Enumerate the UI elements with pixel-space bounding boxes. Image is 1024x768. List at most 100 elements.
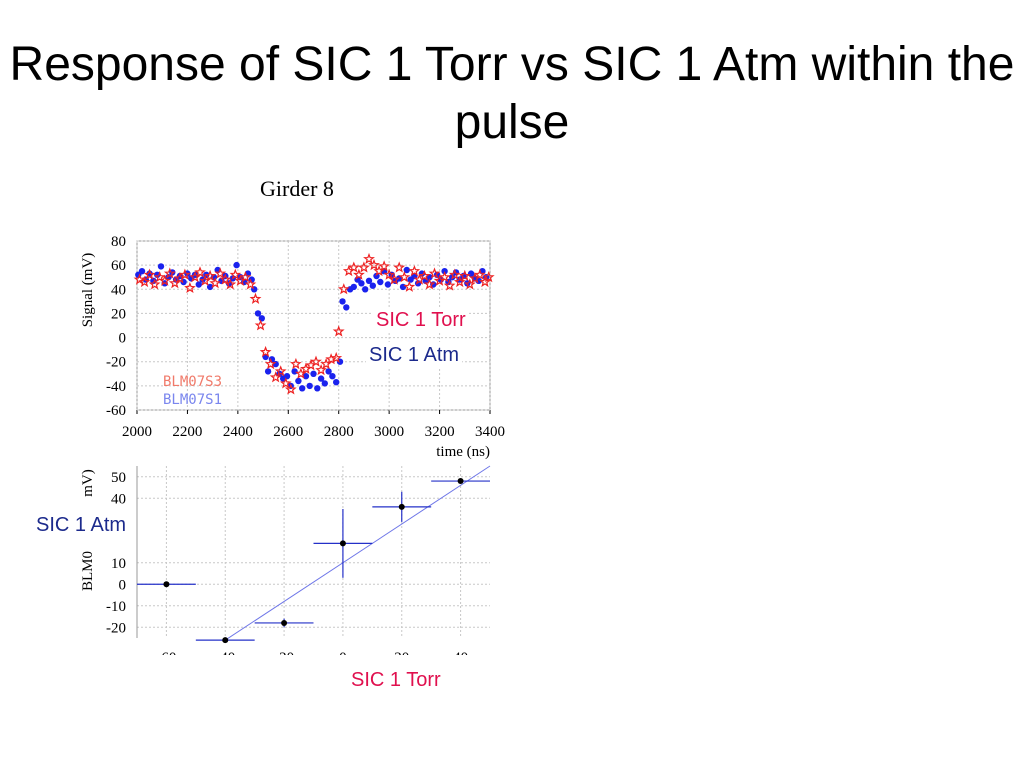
chart2-ytick-label-0: -20 xyxy=(106,620,126,636)
chart1-xtick-label-0: 2000 xyxy=(122,424,152,440)
chart1-ytick-label-5: 40 xyxy=(111,282,126,298)
chart1-point-BLM07S3-53 xyxy=(398,270,411,283)
chart1-point-BLM07S3-9 xyxy=(178,268,191,280)
chart1-point-BLM07S3-47 xyxy=(368,258,380,271)
chart1-xtick-label-3: 2600 xyxy=(273,424,303,440)
chart2-plot-area xyxy=(137,466,490,638)
chart2-marks xyxy=(137,478,490,644)
chart1-point-BLM07S3-41 xyxy=(337,283,350,295)
chart1-point-BLM07S3-59 xyxy=(428,267,441,279)
chart1-point-BLM07S1-35 xyxy=(264,368,272,375)
chart1-point-BLM07S3-1 xyxy=(138,275,151,288)
chart1-point-BLM07S1-47 xyxy=(310,370,317,377)
chart1-legend-blm07s3: BLM07S3 xyxy=(163,374,222,390)
chart1-marks xyxy=(133,252,495,395)
label-sic-1-torr-bottom: SIC 1 Torr xyxy=(348,667,444,693)
chart2-point-3 xyxy=(339,540,346,547)
chart-subtitle: Girder 8 xyxy=(260,176,334,201)
chart1-point-BLM07S3-52 xyxy=(393,261,406,273)
chart1-point-BLM07S3-35 xyxy=(310,355,322,367)
chart1-point-BLM07S1-45 xyxy=(302,373,310,380)
chart1-point-BLM07S3-23 xyxy=(249,292,262,305)
chart1-point-BLM07S3-69 xyxy=(479,275,491,288)
chart1-point-BLM07S1-46 xyxy=(306,382,313,390)
chart1-ytick-label-3: 0 xyxy=(119,331,127,347)
chart1-ytick-label-0: -60 xyxy=(106,403,126,419)
chart1-point-BLM07S3-44 xyxy=(352,268,365,280)
chart1-point-BLM07S3-28 xyxy=(274,365,287,377)
chart1-point-BLM07S1-33 xyxy=(258,315,265,322)
chart1-point-BLM07S1-72 xyxy=(403,266,410,274)
chart1-point-BLM07S3-31 xyxy=(290,357,302,370)
chart1-point-BLM07S1-75 xyxy=(414,280,422,287)
chart1-point-BLM07S3-14 xyxy=(204,269,217,281)
chart1-xlabel: time (ns) xyxy=(436,444,490,460)
chart1-point-BLM07S3-54 xyxy=(403,280,416,292)
chart1-point-BLM07S3-62 xyxy=(443,279,456,291)
chart1-xtick-label-1: 2200 xyxy=(172,424,202,440)
chart1-point-BLM07S3-0 xyxy=(133,273,146,285)
chart1-point-BLM07S1-51 xyxy=(325,368,332,375)
chart1-point-BLM07S3-5 xyxy=(158,274,171,286)
chart1-point-BLM07S3-65 xyxy=(458,269,471,281)
chart2-point-4 xyxy=(398,503,405,510)
chart1-point-BLM07S3-27 xyxy=(269,371,282,383)
chart1-point-BLM07S3-22 xyxy=(244,278,257,290)
chart2-ytick-label-5: 50 xyxy=(111,470,126,486)
chart1-xtick-label-7: 3400 xyxy=(475,424,505,440)
chart1-point-BLM07S1-89 xyxy=(467,270,475,277)
chart1-point-BLM07S1-53 xyxy=(333,379,340,386)
chart2-point-0 xyxy=(163,581,170,588)
chart1-point-BLM07S3-43 xyxy=(348,261,360,273)
chart1-point-BLM07S1-63 xyxy=(369,282,376,289)
chart1-point-BLM07S3-46 xyxy=(363,252,375,265)
chart2-fit-line xyxy=(224,465,491,641)
chart1-point-BLM07S3-15 xyxy=(209,277,221,289)
chart1-point-BLM07S3-45 xyxy=(357,261,370,273)
chart2-ytick-label-4: 40 xyxy=(111,491,126,507)
chart1-point-BLM07S3-66 xyxy=(463,278,476,290)
chart1-point-BLM07S3-18 xyxy=(224,278,237,290)
chart1-point-BLM07S1-6 xyxy=(157,263,165,270)
chart1-point-BLM07S3-58 xyxy=(423,278,436,290)
chart1-point-BLM07S3-10 xyxy=(184,281,196,294)
chart1-point-BLM07S3-24 xyxy=(254,319,267,331)
chart1-point-BLM07S1-42 xyxy=(291,368,298,375)
chart1-point-BLM07S3-61 xyxy=(438,270,451,283)
label-sic-1-torr-top: SIC 1 Torr xyxy=(373,307,469,333)
chart1-point-BLM07S3-12 xyxy=(194,266,206,278)
chart1-xtick-label-2: 2400 xyxy=(223,424,253,440)
chart1-point-BLM07S1-15 xyxy=(191,271,199,278)
chart1-point-BLM07S3-29 xyxy=(279,377,292,389)
chart1-point-BLM07S3-36 xyxy=(315,364,327,376)
chart1-point-BLM07S1-50 xyxy=(321,380,328,387)
chart1-point-BLM07S1-49 xyxy=(317,375,325,382)
chart1-point-BLM07S1-44 xyxy=(299,385,306,392)
chart1-point-BLM07S3-55 xyxy=(408,265,421,277)
chart1-point-BLM07S1-56 xyxy=(343,304,350,311)
chart1-point-BLM07S3-49 xyxy=(378,260,391,272)
chart1-point-BLM07S3-51 xyxy=(388,273,401,285)
chart2-point-5 xyxy=(457,478,464,485)
chart1-point-BLM07S3-50 xyxy=(383,268,396,280)
chart1-point-BLM07S1-16 xyxy=(195,281,202,288)
slide-title: Response of SIC 1 Torr vs SIC 1 Atm with… xyxy=(9,38,1015,149)
chart2-point-2 xyxy=(281,619,288,626)
chart2-ytick-label-3: 10 xyxy=(111,556,126,572)
chart1-point-BLM07S3-26 xyxy=(264,357,277,370)
chart1-point-BLM07S1-62 xyxy=(365,277,373,284)
chart1-point-BLM07S3-17 xyxy=(219,273,232,285)
chart1-point-BLM07S1-55 xyxy=(339,298,346,305)
chart1-ytick-label-2: -20 xyxy=(106,355,126,371)
chart1-ytick-label-1: -40 xyxy=(106,379,126,395)
label-sic-1-atm-top: SIC 1 Atm xyxy=(366,342,463,368)
chart1-point-BLM07S3-21 xyxy=(239,270,252,283)
label-sic-1-atm-side: SIC 1 Atm xyxy=(33,512,130,538)
chart1-point-BLM07S3-57 xyxy=(418,269,431,281)
chart1-point-BLM07S3-39 xyxy=(330,351,343,364)
chart1-point-BLM07S3-64 xyxy=(453,275,466,288)
chart1-point-BLM07S3-38 xyxy=(325,353,337,365)
chart1-point-BLM07S3-70 xyxy=(482,271,495,283)
chart2-ylabel: BLM0 xyxy=(80,551,96,591)
